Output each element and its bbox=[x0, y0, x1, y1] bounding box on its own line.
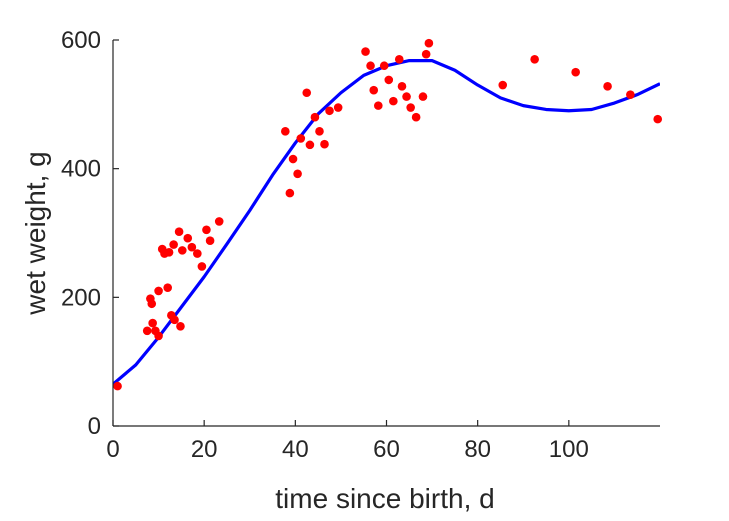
data-point bbox=[315, 127, 324, 136]
data-point bbox=[170, 315, 179, 325]
data-point bbox=[310, 112, 320, 122]
data-point bbox=[384, 75, 394, 85]
data-point bbox=[530, 55, 539, 64]
data-point bbox=[163, 283, 172, 292]
data-point bbox=[164, 248, 174, 257]
axes: 0 20 40 60 80 100 0 200 400 600 bbox=[61, 27, 660, 463]
data-point bbox=[187, 242, 197, 252]
data-point bbox=[214, 217, 224, 226]
data-point bbox=[142, 326, 152, 336]
data-point bbox=[571, 67, 580, 77]
data-point bbox=[402, 92, 411, 101]
data-point bbox=[389, 96, 398, 106]
data-point bbox=[421, 49, 431, 59]
data-point bbox=[333, 103, 343, 112]
data-point bbox=[148, 318, 157, 328]
data-point bbox=[603, 82, 612, 91]
data-point bbox=[626, 90, 635, 99]
data-point bbox=[653, 114, 663, 124]
data-point bbox=[202, 225, 211, 235]
data-point bbox=[193, 249, 202, 258]
data-point bbox=[197, 262, 207, 271]
data-point bbox=[411, 112, 421, 122]
data-point bbox=[113, 381, 122, 391]
data-point bbox=[374, 101, 383, 110]
y-tick-label: 0 bbox=[88, 413, 101, 440]
y-axis-label: wet weight, g bbox=[20, 151, 51, 315]
data-point bbox=[361, 47, 370, 56]
data-point bbox=[154, 331, 163, 341]
data-point bbox=[369, 85, 379, 95]
data-point bbox=[325, 106, 334, 116]
plot-area bbox=[113, 38, 663, 391]
data-point bbox=[174, 227, 184, 237]
x-tick-label: 40 bbox=[282, 436, 309, 463]
fit-curve-line bbox=[113, 58, 660, 386]
data-point bbox=[366, 61, 375, 71]
x-tick-label: 0 bbox=[106, 436, 119, 463]
x-axis-label: time since birth, d bbox=[275, 483, 494, 514]
data-point bbox=[293, 169, 302, 179]
data-point bbox=[302, 88, 312, 98]
y-tick-label: 200 bbox=[61, 284, 101, 311]
data-point bbox=[418, 92, 428, 101]
data-point bbox=[296, 134, 306, 143]
data-point bbox=[379, 61, 389, 71]
data-point bbox=[154, 286, 163, 296]
data-point bbox=[305, 140, 315, 150]
data-point bbox=[183, 233, 193, 243]
data-point bbox=[288, 154, 298, 164]
data-point bbox=[285, 188, 295, 198]
y-tick-label: 600 bbox=[61, 27, 101, 54]
data-point bbox=[169, 240, 178, 249]
y-tick-label: 400 bbox=[61, 156, 101, 183]
data-point bbox=[424, 38, 434, 48]
data-point bbox=[281, 127, 290, 136]
x-tick-label: 100 bbox=[549, 436, 589, 463]
data-point bbox=[397, 82, 407, 91]
data-point bbox=[320, 139, 329, 149]
data-point bbox=[406, 103, 415, 112]
data-point bbox=[498, 80, 508, 90]
data-point bbox=[176, 321, 185, 331]
x-tick-label: 60 bbox=[373, 436, 400, 463]
x-tick-label: 80 bbox=[464, 436, 491, 463]
data-point bbox=[205, 236, 215, 246]
data-point bbox=[147, 299, 157, 309]
data-point bbox=[394, 55, 404, 64]
data-point bbox=[177, 246, 187, 255]
x-tick-label: 20 bbox=[191, 436, 218, 463]
